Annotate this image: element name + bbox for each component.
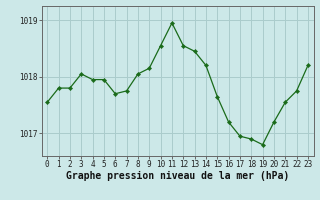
X-axis label: Graphe pression niveau de la mer (hPa): Graphe pression niveau de la mer (hPa) <box>66 171 289 181</box>
